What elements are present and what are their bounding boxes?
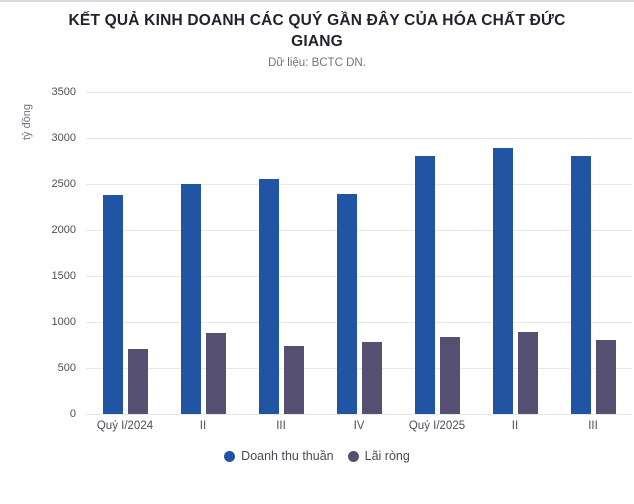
x-tick-label-2: II bbox=[199, 420, 207, 433]
y-tick-label-3500: 3500 bbox=[51, 85, 76, 98]
y-tick-label-2500: 2500 bbox=[51, 177, 76, 190]
bar-lãi-ròng-4[interactable] bbox=[361, 341, 382, 415]
y-tick-label-0: 0 bbox=[69, 407, 76, 420]
legend-label: Lãi ròng bbox=[364, 449, 410, 464]
legend-dot-icon bbox=[347, 450, 359, 462]
bar-lãi-ròng-7[interactable] bbox=[595, 340, 616, 415]
bar-lãi-ròng-3[interactable] bbox=[283, 346, 304, 415]
legend-label: Doanh thu thuần bbox=[241, 449, 334, 464]
x-axis-labels: Quý I/2024 II III IV Quý I/2025 II III bbox=[86, 420, 632, 432]
x-tick-label-7: III bbox=[588, 420, 598, 433]
chart-header: KẾT QUẢ KINH DOANH CÁC QUÝ GẦN ĐÂY CỦA H… bbox=[0, 2, 634, 69]
chart-subtitle: Dữ liệu: BCTC DN. bbox=[268, 57, 366, 70]
gridline-3500 bbox=[86, 92, 632, 94]
x-tick-label-5: Quý I/2025 bbox=[408, 420, 466, 433]
bar-doanh-thu-thuần-3[interactable] bbox=[258, 178, 279, 415]
legend-item-lãi-ròng[interactable]: Lãi ròng bbox=[347, 449, 410, 464]
bar-lãi-ròng-5[interactable] bbox=[439, 337, 460, 415]
bar-doanh-thu-thuần-2[interactable] bbox=[180, 183, 201, 415]
x-tick-label-6: II bbox=[511, 420, 519, 433]
chart-title: KẾT QUẢ KINH DOANH CÁC QUÝ GẦN ĐÂY CỦA H… bbox=[68, 12, 566, 50]
bar-doanh-thu-thuần-1[interactable] bbox=[102, 194, 123, 415]
x-tick-label-4: IV bbox=[353, 420, 365, 433]
legend-dot-icon bbox=[224, 450, 236, 462]
bar-lãi-ròng-2[interactable] bbox=[205, 333, 226, 415]
gridline-1000 bbox=[86, 322, 632, 324]
gridline-1500 bbox=[86, 276, 632, 278]
y-tick-label-500: 500 bbox=[57, 361, 76, 374]
bar-group-1 bbox=[86, 92, 164, 415]
bar-group-4 bbox=[320, 92, 398, 415]
y-tick-label-1500: 1500 bbox=[51, 269, 76, 282]
bar-group-2 bbox=[164, 92, 242, 415]
y-tick-label-2000: 2000 bbox=[51, 223, 76, 236]
plot-area bbox=[86, 92, 632, 416]
bar-group-5 bbox=[398, 92, 476, 415]
bar-group-6 bbox=[476, 92, 554, 415]
bar-layer bbox=[86, 92, 632, 415]
bar-doanh-thu-thuần-5[interactable] bbox=[414, 156, 435, 415]
bar-group-3 bbox=[242, 92, 320, 415]
x-tick-label-3: III bbox=[276, 420, 286, 433]
gridline-2000 bbox=[86, 230, 632, 232]
bar-lãi-ròng-6[interactable] bbox=[517, 332, 538, 415]
bar-doanh-thu-thuần-7[interactable] bbox=[570, 156, 591, 415]
bar-chart: tỷ đồng 0 500 1000 1500 2000 2500 3000 3500 Quý… bbox=[0, 69, 634, 483]
bar-doanh-thu-thuần-6[interactable] bbox=[492, 148, 513, 415]
gridline-0 bbox=[86, 414, 632, 416]
bar-group-7 bbox=[554, 92, 632, 415]
gridline-2500 bbox=[86, 184, 632, 186]
y-tick-label-1000: 1000 bbox=[51, 315, 76, 328]
y-tick-label-3000: 3000 bbox=[51, 131, 76, 144]
legend-item-doanh-thu-thuần[interactable]: Doanh thu thuần bbox=[224, 449, 334, 464]
x-tick-label-1: Quý I/2024 bbox=[96, 420, 154, 433]
bar-doanh-thu-thuần-4[interactable] bbox=[336, 193, 357, 415]
gridline-3000 bbox=[86, 138, 632, 140]
gridline-500 bbox=[86, 368, 632, 370]
legend: Doanh thu thuần Lãi ròng bbox=[0, 449, 634, 463]
bar-lãi-ròng-1[interactable] bbox=[127, 349, 148, 415]
